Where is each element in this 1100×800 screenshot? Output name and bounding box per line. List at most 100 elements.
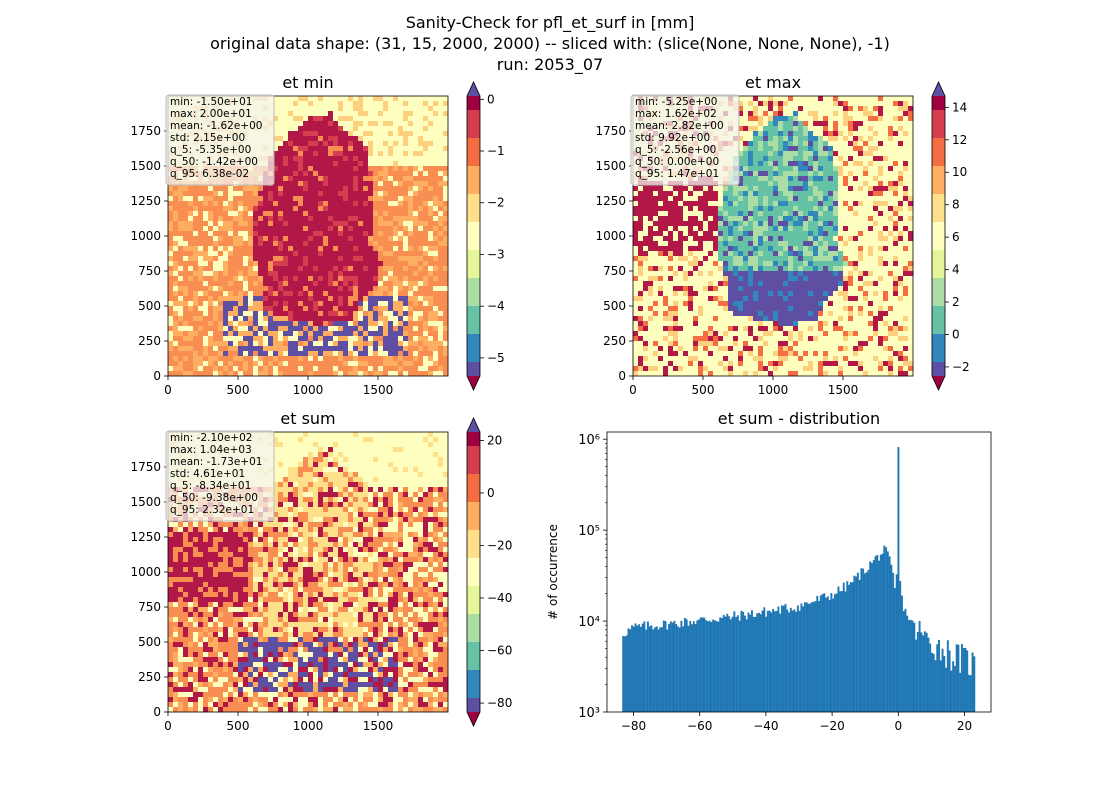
heatmap-cell bbox=[183, 206, 189, 212]
heatmap-cell bbox=[213, 266, 219, 272]
heatmap-cell bbox=[848, 206, 854, 212]
heatmap-cell bbox=[203, 346, 209, 352]
colorbar-segment bbox=[467, 287, 480, 293]
heatmap-cell bbox=[873, 206, 879, 212]
heatmap-cell bbox=[753, 121, 759, 127]
heatmap-cell bbox=[283, 311, 289, 317]
heatmap-cell bbox=[363, 201, 369, 207]
heatmap-cell bbox=[383, 146, 389, 152]
heatmap-cell bbox=[718, 231, 724, 237]
heatmap-cell bbox=[293, 311, 299, 317]
heatmap-cell bbox=[313, 161, 319, 167]
heatmap-cell bbox=[368, 316, 374, 322]
heatmap-cell bbox=[313, 366, 319, 372]
heatmap-cell bbox=[303, 311, 309, 317]
heatmap-cell bbox=[763, 96, 769, 102]
heatmap-cell bbox=[828, 96, 834, 102]
heatmap-cell bbox=[193, 341, 199, 347]
heatmap-cell bbox=[378, 221, 384, 227]
heatmap-cell bbox=[843, 181, 849, 187]
heatmap-cell bbox=[408, 206, 414, 212]
heatmap-cell bbox=[773, 101, 779, 107]
x-tick-label: 500 bbox=[227, 383, 250, 397]
heatmap-cell bbox=[678, 201, 684, 207]
heatmap-cell bbox=[218, 351, 224, 357]
heatmap-cell bbox=[408, 181, 414, 187]
heatmap-cell bbox=[783, 116, 789, 122]
heatmap-cell bbox=[393, 316, 399, 322]
heatmap-cell bbox=[413, 201, 419, 207]
heatmap-cell bbox=[218, 271, 224, 277]
colorbar-segment bbox=[467, 180, 480, 186]
heatmap-cell bbox=[748, 181, 754, 187]
heatmap-cell bbox=[338, 336, 344, 342]
heatmap-cell bbox=[278, 191, 284, 197]
heatmap-cell bbox=[738, 191, 744, 197]
heatmap-cell bbox=[903, 236, 909, 242]
heatmap-cell bbox=[438, 271, 444, 277]
heatmap-cell bbox=[373, 226, 379, 232]
heatmap-cell bbox=[303, 316, 309, 322]
heatmap-cell bbox=[358, 311, 364, 317]
heatmap-cell bbox=[428, 231, 434, 237]
heatmap-cell bbox=[858, 166, 864, 172]
heatmap-cell bbox=[393, 366, 399, 372]
heatmap-cell bbox=[368, 331, 374, 337]
heatmap-cell bbox=[843, 196, 849, 202]
heatmap-cell bbox=[413, 356, 419, 362]
heatmap-cell bbox=[843, 221, 849, 227]
heatmap-cell bbox=[658, 231, 664, 237]
heatmap-cell bbox=[333, 321, 339, 327]
heatmap-cell bbox=[298, 256, 304, 262]
heatmap-cell bbox=[738, 221, 744, 227]
heatmap-cell bbox=[753, 116, 759, 122]
heatmap-cell bbox=[678, 231, 684, 237]
heatmap-cell bbox=[393, 101, 399, 107]
heatmap-cell bbox=[853, 226, 859, 232]
heatmap-cell bbox=[188, 361, 194, 367]
heatmap-cell bbox=[408, 361, 414, 367]
heatmap-cells bbox=[633, 96, 914, 377]
heatmap-cell bbox=[853, 136, 859, 142]
heatmap-cell bbox=[793, 196, 799, 202]
heatmap-cell bbox=[758, 161, 764, 167]
heatmap-cell bbox=[663, 186, 669, 192]
heatmap-cell bbox=[358, 371, 364, 377]
heatmap-cell bbox=[398, 306, 404, 312]
heatmap-cell bbox=[793, 116, 799, 122]
heatmap-cell bbox=[318, 196, 324, 202]
heatmap-cell bbox=[773, 141, 779, 147]
heatmap-cell bbox=[818, 211, 824, 217]
heatmap-cell bbox=[208, 221, 214, 227]
heatmap-cell bbox=[808, 211, 814, 217]
heatmap-cell bbox=[328, 326, 334, 332]
heatmap-cell bbox=[863, 121, 869, 127]
heatmap-cell bbox=[748, 216, 754, 222]
heatmap-cell bbox=[243, 281, 249, 287]
heatmap-cell bbox=[908, 126, 914, 132]
heatmap-cell bbox=[418, 201, 424, 207]
heatmap-cell bbox=[853, 161, 859, 167]
heatmap-cell bbox=[833, 161, 839, 167]
heatmap-cell bbox=[443, 266, 449, 272]
heatmap-cell bbox=[343, 321, 349, 327]
heatmap-cell bbox=[253, 356, 259, 362]
heatmap-cell bbox=[373, 191, 379, 197]
heatmap-cell bbox=[418, 256, 424, 262]
heatmap-cell bbox=[668, 191, 674, 197]
heatmap-cell bbox=[823, 101, 829, 107]
heatmap-cell bbox=[823, 196, 829, 202]
heatmap-cell bbox=[208, 356, 214, 362]
heatmap-cell bbox=[868, 191, 874, 197]
heatmap-cell bbox=[178, 191, 184, 197]
heatmap-cell bbox=[748, 111, 754, 117]
heatmap-cell bbox=[183, 191, 189, 197]
heatmap-cell bbox=[648, 206, 654, 212]
heatmap-cell bbox=[303, 196, 309, 202]
y-tick-label: 0 bbox=[153, 369, 161, 383]
heatmap-cell bbox=[738, 131, 744, 137]
heatmap-cell bbox=[268, 281, 274, 287]
heatmap-cell bbox=[868, 101, 874, 107]
heatmap-cell bbox=[768, 226, 774, 232]
